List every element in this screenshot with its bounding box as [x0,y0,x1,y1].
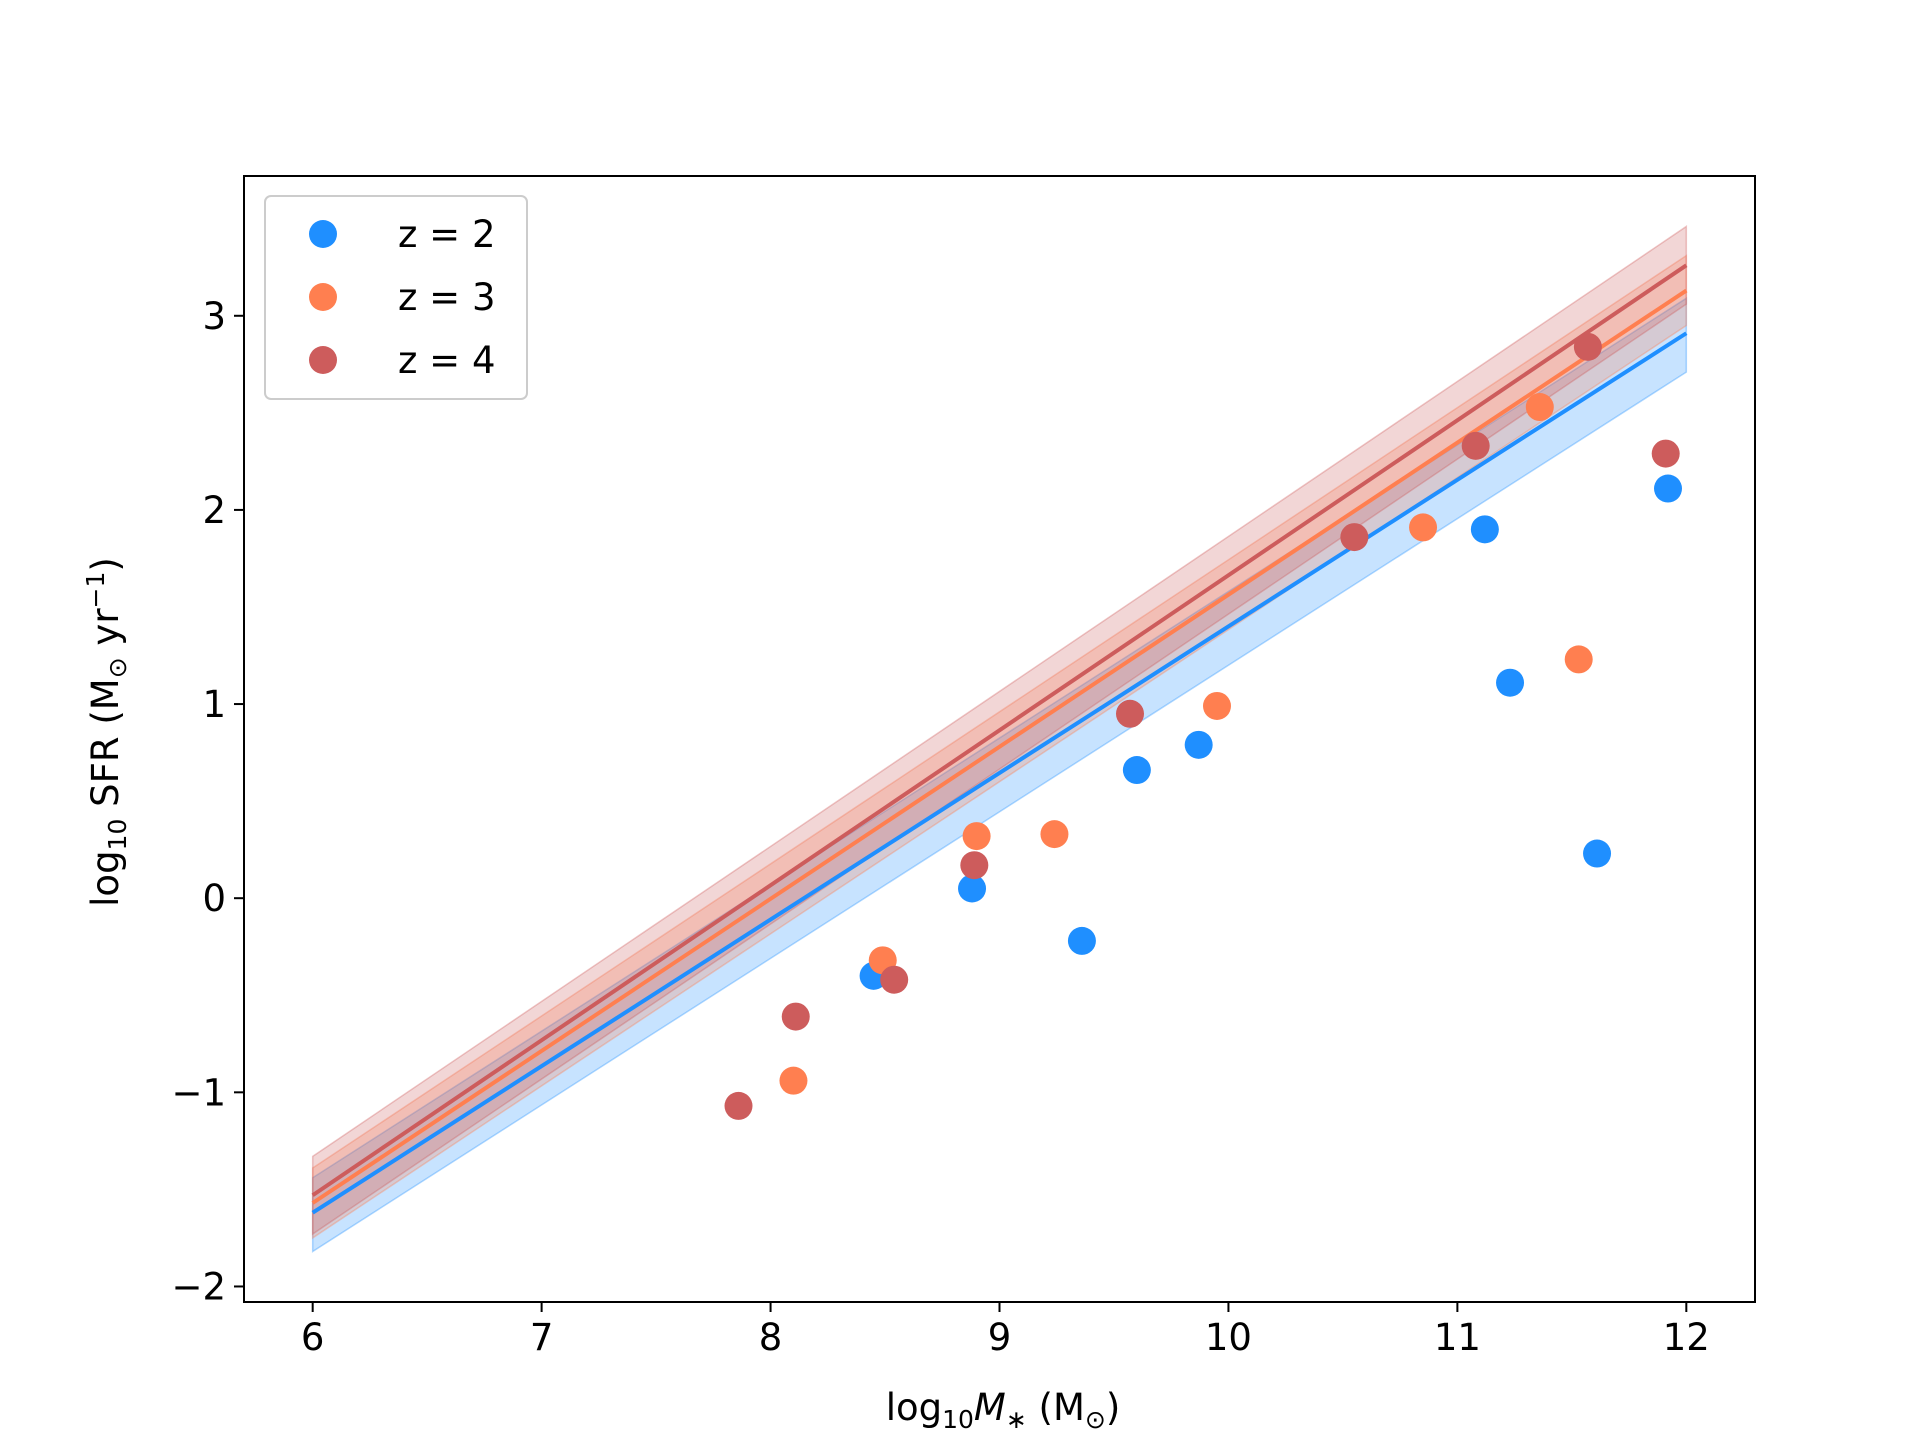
data-point-series-3 [960,851,989,880]
data-point-series-3 [1340,523,1369,552]
x-tick-label: 8 [759,1316,783,1359]
y-tick-label: −1 [171,1071,226,1114]
data-point-series-1 [1184,730,1213,759]
data-points [724,332,1683,1120]
y-tick-label: −2 [171,1265,226,1308]
data-point-series-3 [781,1002,810,1031]
x-tick-label: 12 [1663,1316,1710,1359]
data-point-series-1 [1067,926,1096,955]
data-point-series-3 [1651,439,1680,468]
y-axis-ticks: −2 −1 0 1 2 3 [171,295,244,1308]
y-tick-label: 1 [202,683,226,726]
legend-label-series-2: z = 3 [398,276,496,319]
x-tick-label: 11 [1434,1316,1481,1359]
data-point-series-1 [1470,515,1499,544]
x-axis-label: log10M∗ (M⊙) [886,1386,1121,1434]
data-point-series-2 [1202,691,1231,720]
data-point-series-1 [1122,756,1151,785]
legend-marker-series-1 [309,220,337,248]
data-point-series-3 [1115,699,1144,728]
y-tick-label: 0 [202,877,226,920]
fit-line-series-3 [311,263,1688,1197]
data-point-series-1 [1654,474,1683,503]
data-point-series-1 [958,874,987,903]
legend-marker-series-3 [309,346,337,374]
data-point-series-3 [880,965,909,994]
legend-label-series-3: z = 4 [398,339,496,382]
data-point-series-2 [1525,393,1554,422]
y-axis-label: log10 SFR (M⊙ yr−1) [81,557,132,907]
x-axis-ticks: 6 7 8 9 10 11 12 [301,1302,1710,1359]
x-tick-label: 7 [530,1316,554,1359]
legend-label-series-1: z = 2 [398,213,496,256]
x-tick-label: 6 [301,1316,325,1359]
data-point-series-3 [1573,332,1602,361]
data-point-series-1 [1583,839,1612,868]
data-point-series-3 [1461,431,1490,460]
data-point-series-2 [962,822,991,851]
data-point-series-2 [779,1066,808,1095]
data-point-series-2 [1564,645,1593,674]
data-point-series-1 [1496,668,1525,697]
data-point-series-2 [1409,513,1438,542]
fit-line-series-1 [311,331,1688,1215]
y-tick-label: 2 [202,489,226,532]
x-tick-label: 10 [1205,1316,1252,1359]
legend-marker-series-2 [309,283,337,311]
x-tick-label: 9 [988,1316,1012,1359]
fit-lines [311,263,1688,1215]
data-point-series-2 [1040,820,1069,849]
fit-line-series-2 [311,288,1688,1205]
y-tick-label: 3 [202,295,226,338]
data-point-series-3 [724,1091,753,1120]
legend: z = 2 z = 3 z = 4 [264,195,528,400]
